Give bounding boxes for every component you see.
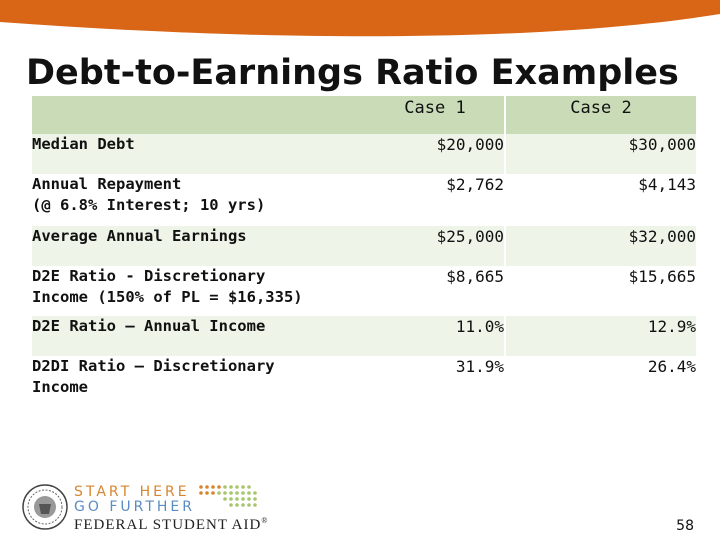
row-label: Median Debt [32, 134, 366, 174]
row-case-2-value: $30,000 [504, 134, 696, 174]
logo-line-go-further: GO FURTHER [74, 499, 195, 515]
row-label: D2DI Ratio – Discretionary Income [32, 356, 366, 406]
registered-mark: ® [261, 516, 269, 525]
row-case-1-value: $20,000 [366, 134, 504, 174]
seal-icon [22, 484, 68, 530]
logo-line-federal-student-aid: FEDERAL STUDENT AID® [74, 516, 269, 533]
logo-line-start-here: START HERE [74, 484, 190, 500]
table-header-row: Case 1 Case 2 [32, 96, 696, 134]
row-case-2-value: $15,665 [504, 266, 696, 316]
table-row: Annual Repayment (@ 6.8% Interest; 10 yr… [32, 174, 696, 226]
row-case-2-value: 26.4% [504, 356, 696, 406]
federal-student-aid-logo: START HERE GO FURTHER FEDERAL STUDENT AI… [22, 480, 267, 536]
row-case-2-value: $32,000 [504, 226, 696, 266]
table-row: Average Annual Earnings $25,000 $32,000 [32, 226, 696, 266]
page-number: 58 [676, 518, 694, 534]
row-label: Average Annual Earnings [32, 226, 366, 266]
row-case-2-value: 12.9% [504, 316, 696, 356]
row-case-1-value: $25,000 [366, 226, 504, 266]
table-row: Median Debt $20,000 $30,000 [32, 134, 696, 174]
table-row: D2E Ratio - Discretionary Income (150% o… [32, 266, 696, 316]
row-case-1-value: $8,665 [366, 266, 504, 316]
debt-ratio-table: Case 1 Case 2 Median Debt $20,000 $30,00… [32, 96, 696, 406]
top-banner [0, 0, 720, 37]
slide-title: Debt-to-Earnings Ratio Examples [26, 53, 679, 93]
row-case-1-value: 31.9% [366, 356, 504, 406]
row-label: D2E Ratio – Annual Income [32, 316, 366, 356]
header-label-cell [32, 96, 366, 134]
row-label: D2E Ratio - Discretionary Income (150% o… [32, 266, 366, 316]
dot-grid-icon [199, 485, 257, 507]
header-case-1: Case 1 [366, 96, 504, 134]
row-case-1-value: 11.0% [366, 316, 504, 356]
header-case-2: Case 2 [504, 96, 696, 134]
table-row: D2E Ratio – Annual Income 11.0% 12.9% [32, 316, 696, 356]
row-case-1-value: $2,762 [366, 174, 504, 226]
row-label: Annual Repayment (@ 6.8% Interest; 10 yr… [32, 174, 366, 226]
row-case-2-value: $4,143 [504, 174, 696, 226]
table-row: D2DI Ratio – Discretionary Income 31.9% … [32, 356, 696, 406]
